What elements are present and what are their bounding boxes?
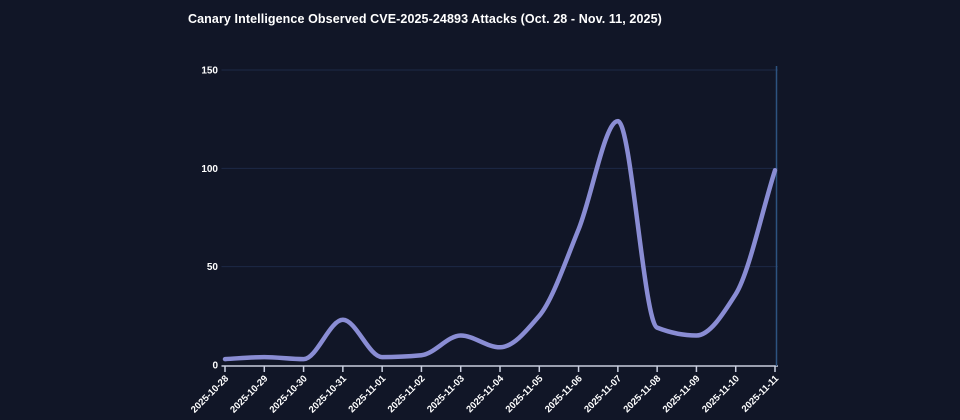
series-line [222,118,778,362]
y-axis-label: 100 [201,164,218,175]
x-axis-label: 2025-10-31 [307,373,350,416]
x-axis-label: 2025-11-03 [425,373,467,415]
chart-title: Canary Intelligence Observed CVE-2025-24… [188,12,662,26]
x-axis-label: 2025-11-10 [700,373,742,415]
y-axis-label: 0 [212,361,218,372]
x-axis-label: 2025-11-07 [582,373,624,415]
x-axis-label: 2025-11-06 [543,373,585,415]
y-axis-label: 150 [201,66,218,77]
x-axis-label: 2025-11-02 [386,373,428,415]
y-axis-label: 50 [207,262,219,273]
x-axis-label: 2025-11-11 [740,373,782,415]
x-axis-label: 2025-11-05 [504,373,546,415]
x-axis-label: 2025-11-01 [346,373,388,415]
x-axis-label: 2025-10-30 [268,373,310,415]
x-axis-label: 2025-11-08 [621,373,663,415]
x-axis-label: 2025-10-29 [228,373,270,415]
x-axis-label: 2025-10-28 [189,373,231,415]
x-axis-label: 2025-11-09 [661,373,703,415]
x-axis-label: 2025-11-04 [464,373,506,415]
